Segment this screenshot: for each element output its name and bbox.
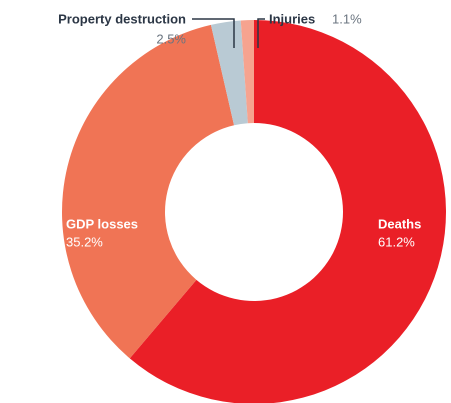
slice-label: Injuries [269,11,315,26]
donut [61,20,446,403]
value-label: 1.1% [332,11,362,26]
slice [129,20,446,403]
slice [61,24,235,359]
slice-label: Property destruction [58,11,186,26]
slice [240,20,254,124]
value-label: 61.2% [378,234,415,249]
leader-line [192,18,235,48]
leader-line [257,18,265,48]
slice-label: Deaths [378,216,421,231]
value-label: 2.5% [156,31,186,46]
slice [210,20,248,126]
slice-label: GDP losses [66,216,138,231]
value-label: 35.2% [66,234,103,249]
